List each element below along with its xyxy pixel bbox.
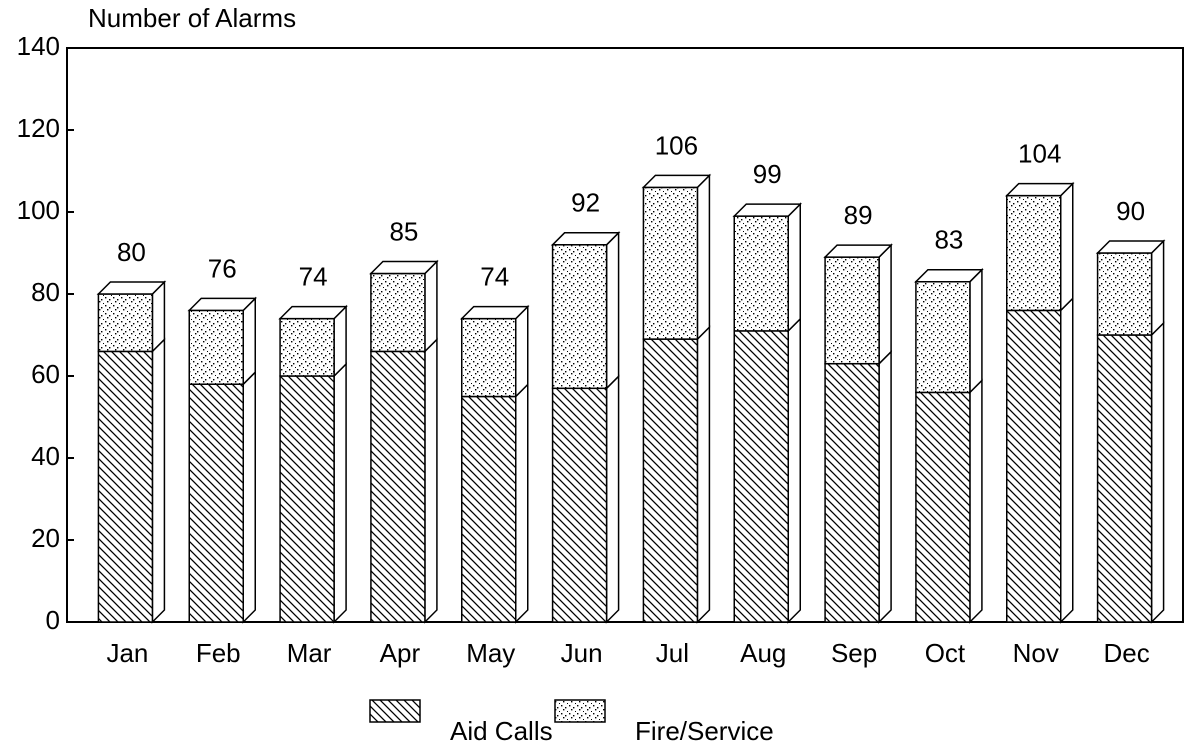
x-tick-label: Jul (656, 638, 689, 668)
bar-top (641, 174, 712, 189)
y-tick-label: 120 (17, 113, 60, 143)
bar-side (1060, 296, 1074, 624)
value-label: 76 (208, 253, 237, 283)
bar-side (696, 325, 711, 624)
bar-top (459, 305, 530, 320)
bar-segment (551, 387, 608, 623)
plot-frame (66, 47, 1184, 623)
bar-top (96, 281, 167, 295)
bar-segment (1006, 309, 1062, 623)
bar-side (969, 378, 983, 624)
bar-top (278, 305, 348, 320)
y-tick-label: 140 (17, 31, 60, 61)
bar-side (787, 317, 801, 624)
y-axis-label: Number of Alarms (88, 3, 296, 33)
bar-side (515, 382, 529, 624)
bar-segment (824, 256, 880, 365)
bar-top (550, 232, 621, 246)
x-tick-label: May (466, 638, 515, 668)
bar-top (1004, 182, 1075, 197)
legend-label: Aid Calls (450, 716, 553, 746)
bar-segment (188, 383, 244, 623)
bar-segment (915, 280, 971, 394)
bar-segment (824, 362, 880, 623)
bar-side (333, 362, 347, 624)
bar-side (151, 337, 166, 624)
bar-segment (733, 330, 789, 623)
legend-swatch (369, 699, 421, 723)
bar-segment (642, 338, 699, 623)
bar-segment (97, 293, 154, 353)
x-tick-label: Feb (196, 638, 241, 668)
legend-swatch (554, 699, 606, 723)
y-tick-label: 0 (46, 605, 60, 635)
bar-segment (1006, 194, 1062, 312)
legend-label: Fire/Service (635, 716, 774, 746)
bar-segment (915, 391, 971, 623)
x-tick-label: Nov (1013, 638, 1059, 668)
value-label: 74 (480, 261, 509, 291)
bar-side (605, 230, 620, 391)
bar-side (242, 370, 256, 624)
y-tick-label: 80 (31, 277, 60, 307)
bar-segment (188, 309, 244, 385)
bar-segment (97, 350, 154, 623)
y-tick-label: 60 (31, 359, 60, 389)
bar-side (1150, 321, 1165, 624)
value-label: 106 (655, 130, 698, 160)
value-label: 89 (844, 200, 873, 230)
bar-segment (370, 350, 426, 623)
y-tick-label: 20 (31, 523, 60, 553)
bar-side (878, 243, 892, 366)
bar-segment (461, 395, 517, 623)
bar-side (787, 202, 801, 333)
bar-segment (642, 186, 699, 340)
value-label: 92 (571, 188, 600, 218)
value-label: 99 (753, 159, 782, 189)
x-tick-label: Aug (740, 638, 786, 668)
bar-segment (279, 317, 335, 377)
x-tick-label: Apr (380, 638, 421, 668)
bar-side (605, 374, 620, 624)
value-label: 74 (299, 261, 328, 291)
bar-side (878, 349, 892, 624)
bar-top (914, 268, 984, 283)
bar-side (696, 173, 711, 341)
bar-top (187, 297, 258, 312)
value-label: 90 (1116, 196, 1145, 226)
value-label: 85 (389, 216, 418, 246)
x-tick-label: Sep (831, 638, 877, 668)
bar-segment (551, 244, 608, 390)
y-tick-label: 100 (17, 195, 60, 225)
bar-side (424, 337, 438, 624)
bar-segment (733, 215, 789, 332)
bar-segment (279, 375, 335, 623)
bar-side (1060, 181, 1074, 313)
x-tick-label: Jun (561, 638, 603, 668)
value-label: 80 (117, 237, 146, 267)
bar-segment (370, 272, 426, 353)
bar-segment (461, 317, 517, 398)
bar-top (732, 203, 803, 217)
bar-segment (1096, 334, 1153, 623)
x-tick-label: Mar (287, 638, 332, 668)
bar-top (369, 260, 439, 275)
value-label: 104 (1018, 138, 1061, 168)
bar-top (1095, 240, 1166, 254)
bar-side (1150, 239, 1165, 337)
bar-side (424, 259, 438, 354)
bar-side (242, 296, 256, 387)
x-tick-label: Oct (925, 638, 966, 668)
bar-top (823, 244, 893, 258)
value-label: 83 (934, 225, 963, 255)
bar-segment (1096, 252, 1153, 336)
bar-side (969, 267, 983, 395)
bar-side (515, 304, 529, 399)
y-tick-label: 40 (31, 441, 60, 471)
x-tick-label: Jan (106, 638, 148, 668)
x-tick-label: Dec (1103, 638, 1149, 668)
